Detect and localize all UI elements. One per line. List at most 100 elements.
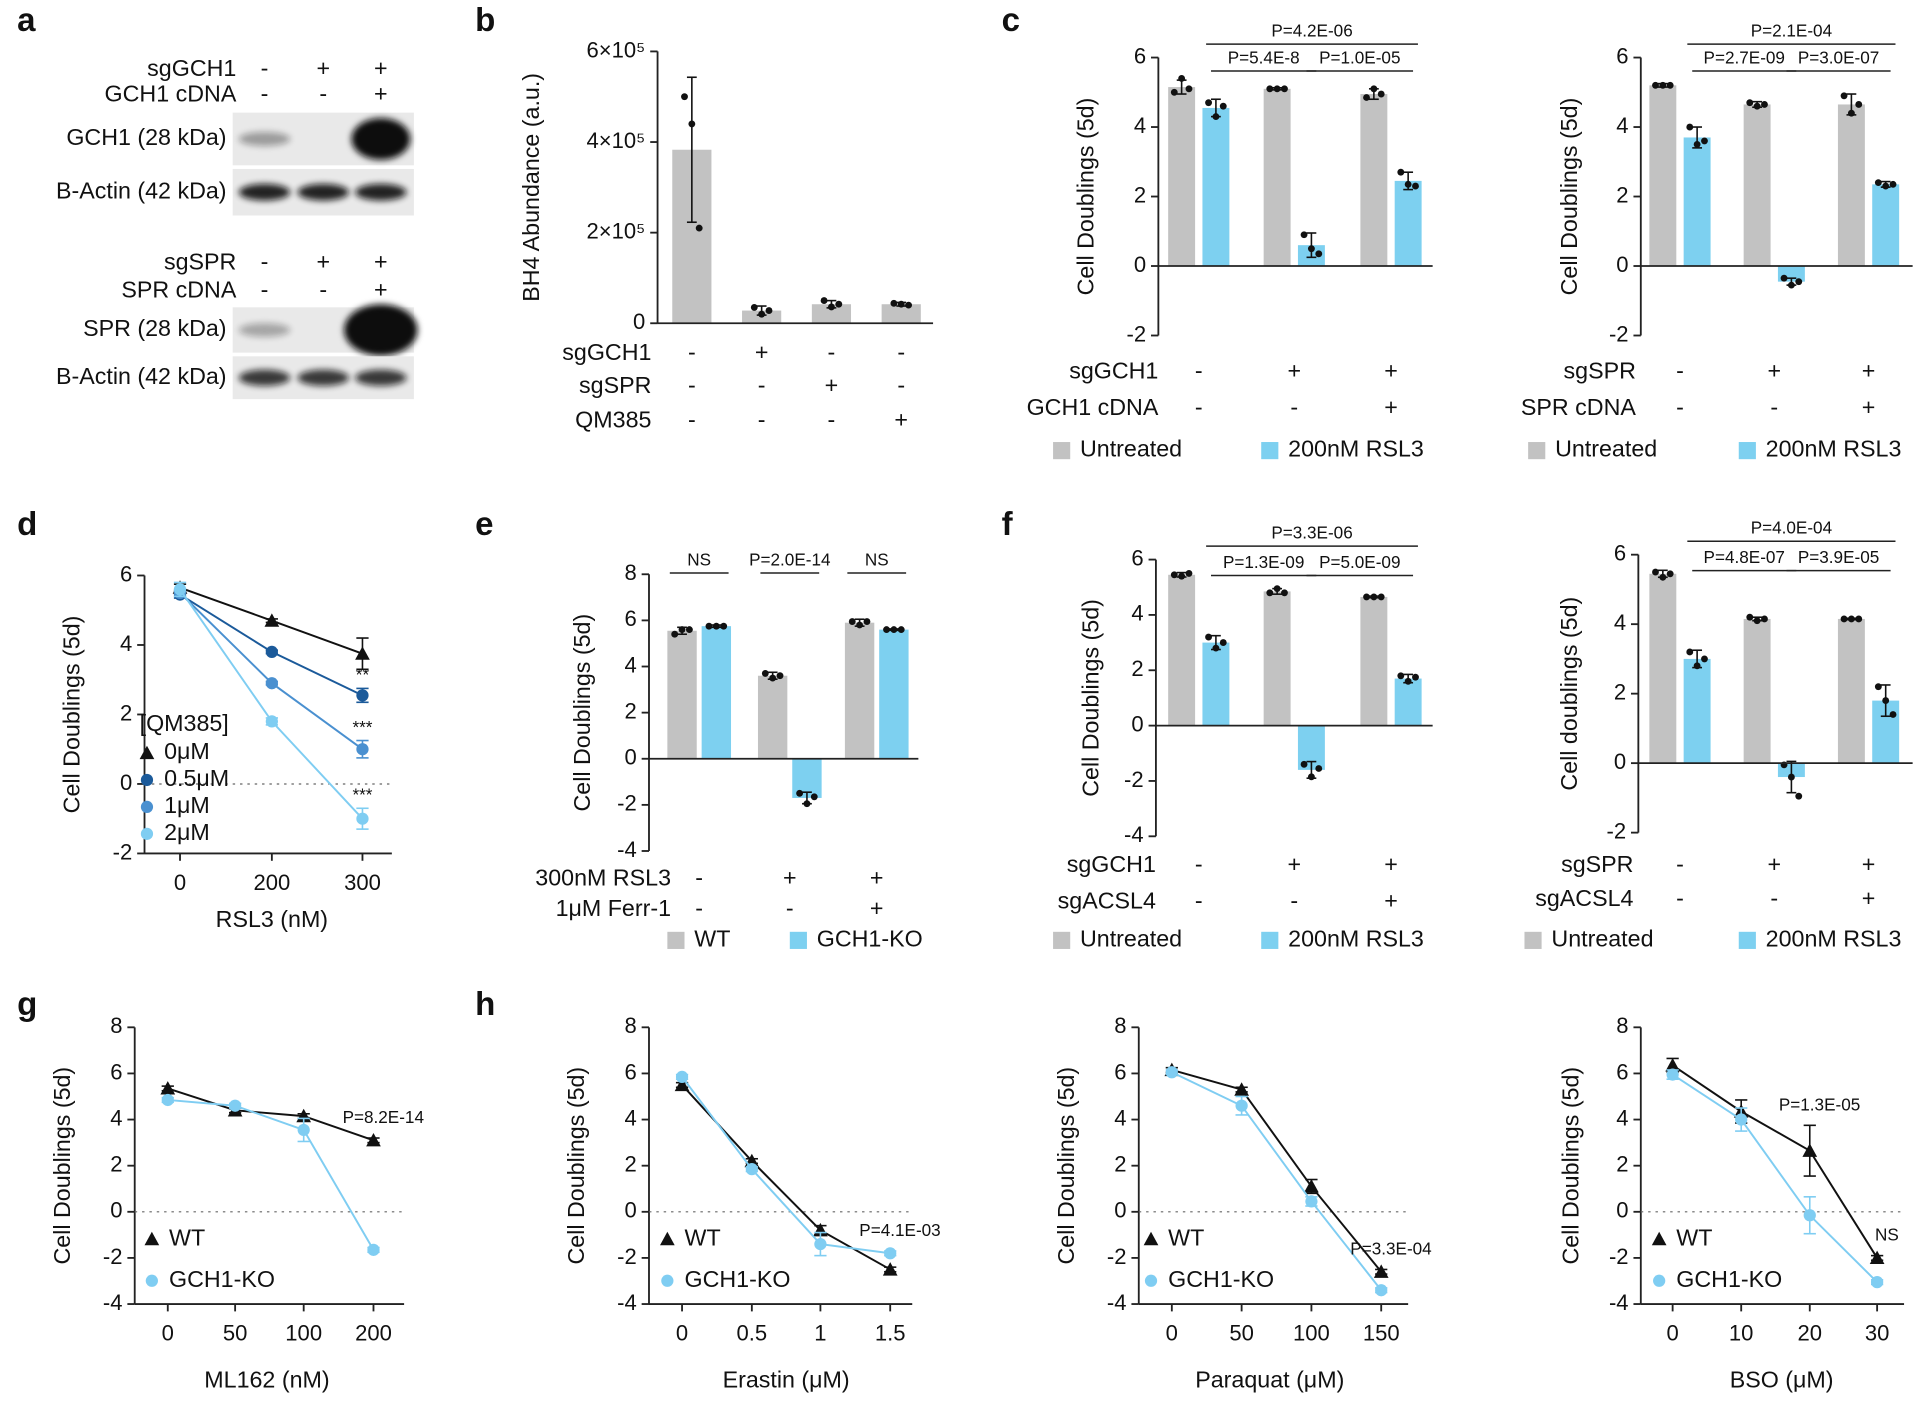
blot-band (238, 323, 291, 337)
replicate-point (1412, 673, 1419, 681)
replicate-point (1753, 102, 1761, 110)
replicate-point (1847, 109, 1855, 117)
band-label: GCH1 (28 kDa) (66, 124, 226, 150)
y-tick-label: 2 (1114, 1152, 1126, 1177)
legend-swatch (1261, 931, 1279, 949)
replicate-point (1377, 90, 1385, 98)
replicate-point (758, 310, 766, 318)
condition-sign: + (1287, 357, 1301, 383)
bar (879, 629, 909, 759)
legend-label: GCH1-KO (1168, 1266, 1274, 1292)
x-tick-label: 50 (223, 1320, 248, 1345)
condition-sign: - (1195, 357, 1203, 383)
y-tick-label: -2 (113, 839, 133, 864)
panel-label: d (17, 506, 37, 543)
replicate-point (890, 626, 898, 634)
condition-sign: + (1384, 888, 1398, 914)
series-line (681, 1076, 891, 1255)
y-tick-label: 4 (1114, 1105, 1126, 1130)
marker (1165, 1066, 1178, 1079)
marker (139, 745, 155, 760)
y-tick-label: 2 (120, 700, 132, 725)
condition-label: SPR cDNA (1521, 394, 1636, 420)
y-tick-label: 6 (110, 1059, 122, 1084)
significance-label: P=1.3E-05 (1779, 1094, 1860, 1114)
condition-sign: - (695, 864, 703, 890)
y-tick-label: 0 (110, 1198, 122, 1223)
comparison-label: P=2.0E-14 (749, 549, 831, 569)
condition-sign: - (786, 895, 794, 921)
replicate-point (1847, 615, 1855, 623)
condition-sign: + (1384, 357, 1398, 383)
replicate-point (1266, 85, 1274, 93)
comparison-label: P=1.3E-09 (1223, 552, 1304, 572)
comparison-label: P=3.9E-05 (1798, 547, 1879, 567)
marker (661, 1274, 674, 1287)
y-tick-label: -4 (1609, 1290, 1629, 1315)
bar (1394, 678, 1422, 726)
bar (1202, 107, 1230, 267)
y-tick-label: 0 (1614, 749, 1626, 774)
bar (1168, 574, 1196, 726)
y-axis-label: Cell Doublings (5d) (563, 1067, 589, 1265)
replicate-point (712, 622, 720, 630)
x-tick-label: 50 (1229, 1320, 1254, 1345)
panel-label: c (1002, 2, 1020, 39)
replicate-point (685, 626, 693, 634)
replicate-point (1397, 168, 1405, 176)
y-tick-label: -4 (103, 1290, 123, 1315)
blot-band (297, 369, 349, 386)
comparison-label: P=3.3E-06 (1271, 522, 1352, 542)
marker (1143, 1231, 1159, 1246)
y-tick-label: 4 (624, 1105, 636, 1130)
y-tick-label: 0 (120, 770, 132, 795)
condition-label: sgSPR (1564, 357, 1636, 383)
bar (1837, 618, 1865, 764)
replicate-point (1315, 250, 1323, 258)
marker (1304, 1179, 1319, 1193)
y-tick-label: 8 (110, 1013, 122, 1038)
y-axis-label: Cell Doublings (5d) (1077, 599, 1103, 797)
y-tick-label: 6 (1614, 541, 1626, 566)
blot-band (238, 183, 291, 201)
replicate-point (1219, 639, 1227, 647)
x-tick-label: 100 (285, 1320, 322, 1345)
condition-label: sgSPR (579, 372, 651, 398)
condition-sign: - (261, 277, 269, 303)
replicate-point (848, 618, 856, 625)
series-line (167, 1087, 374, 1142)
condition-label: sgSPR (1561, 851, 1633, 877)
replicate-point (1273, 585, 1281, 593)
x-axis-label: BSO (μM) (1730, 1366, 1834, 1392)
marker (355, 646, 370, 660)
bar (1168, 87, 1196, 267)
x-tick-label: 0 (174, 870, 186, 895)
replicate-point (1178, 74, 1186, 82)
panel-label: g (17, 986, 37, 1023)
replicate-point (1889, 180, 1897, 188)
replicate-point (820, 297, 828, 305)
condition-sign: - (897, 372, 905, 398)
condition-sign: + (1384, 851, 1398, 877)
condition-sign: - (319, 81, 327, 107)
legend-label: GCH1-KO (817, 926, 923, 952)
x-axis-label: ML162 (nM) (204, 1366, 329, 1392)
series-line (167, 1098, 375, 1251)
x-tick-label: 20 (1798, 1320, 1823, 1345)
condition-sign: - (1770, 885, 1778, 911)
replicate-point (1693, 662, 1701, 670)
legend-label: Untreated (1551, 926, 1653, 952)
replicate-point (1701, 655, 1708, 663)
condition-sign: - (1290, 888, 1298, 914)
condition-sign: - (1770, 394, 1778, 420)
replicate-point (1363, 94, 1370, 101)
condition-sign: + (825, 372, 839, 398)
x-tick-label: 1 (814, 1320, 826, 1345)
x-tick-label: 10 (1729, 1320, 1754, 1345)
condition-sign: + (783, 864, 797, 890)
replicate-point (1370, 85, 1378, 93)
marker (1803, 1209, 1816, 1222)
marker (1870, 1276, 1884, 1289)
replicate-point (810, 793, 818, 801)
condition-label: 300nM RSL3 (535, 864, 671, 890)
